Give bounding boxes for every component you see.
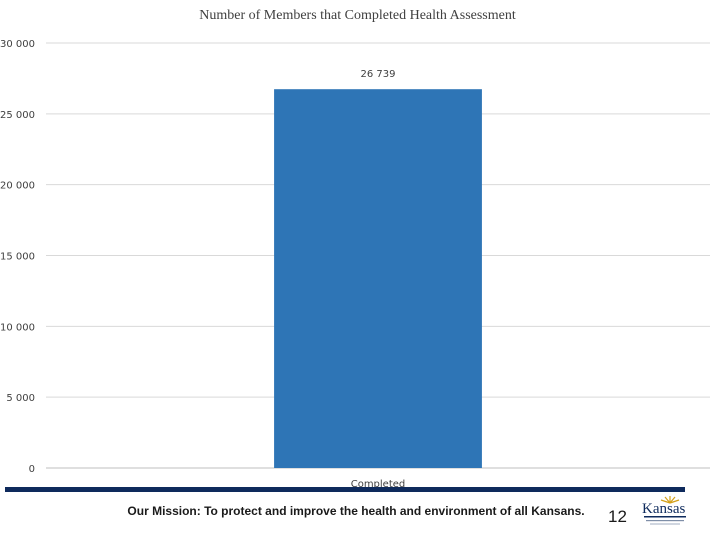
chart-title: Number of Members that Completed Health … xyxy=(199,8,516,23)
y-tick-label: 10 000 xyxy=(0,322,35,333)
y-tick-label: 5 000 xyxy=(6,393,35,404)
footer-mission-text: Our Mission: To protect and improve the … xyxy=(127,504,585,518)
y-tick-label: 20 000 xyxy=(0,181,35,192)
logo-wordmark: Kansas xyxy=(642,501,685,517)
bar xyxy=(274,89,482,468)
y-tick-label: 15 000 xyxy=(0,252,35,263)
page-number: 12 xyxy=(608,507,627,526)
kdhe-logo-icon: Kansas xyxy=(642,496,686,525)
x-tick-label: Completed xyxy=(351,479,406,490)
data-label: 26 739 xyxy=(361,69,396,80)
y-tick-label: 0 xyxy=(29,464,35,475)
y-tick-label: 30 000 xyxy=(0,39,35,50)
y-tick-label: 25 000 xyxy=(0,110,35,121)
footer-rule xyxy=(5,487,685,492)
